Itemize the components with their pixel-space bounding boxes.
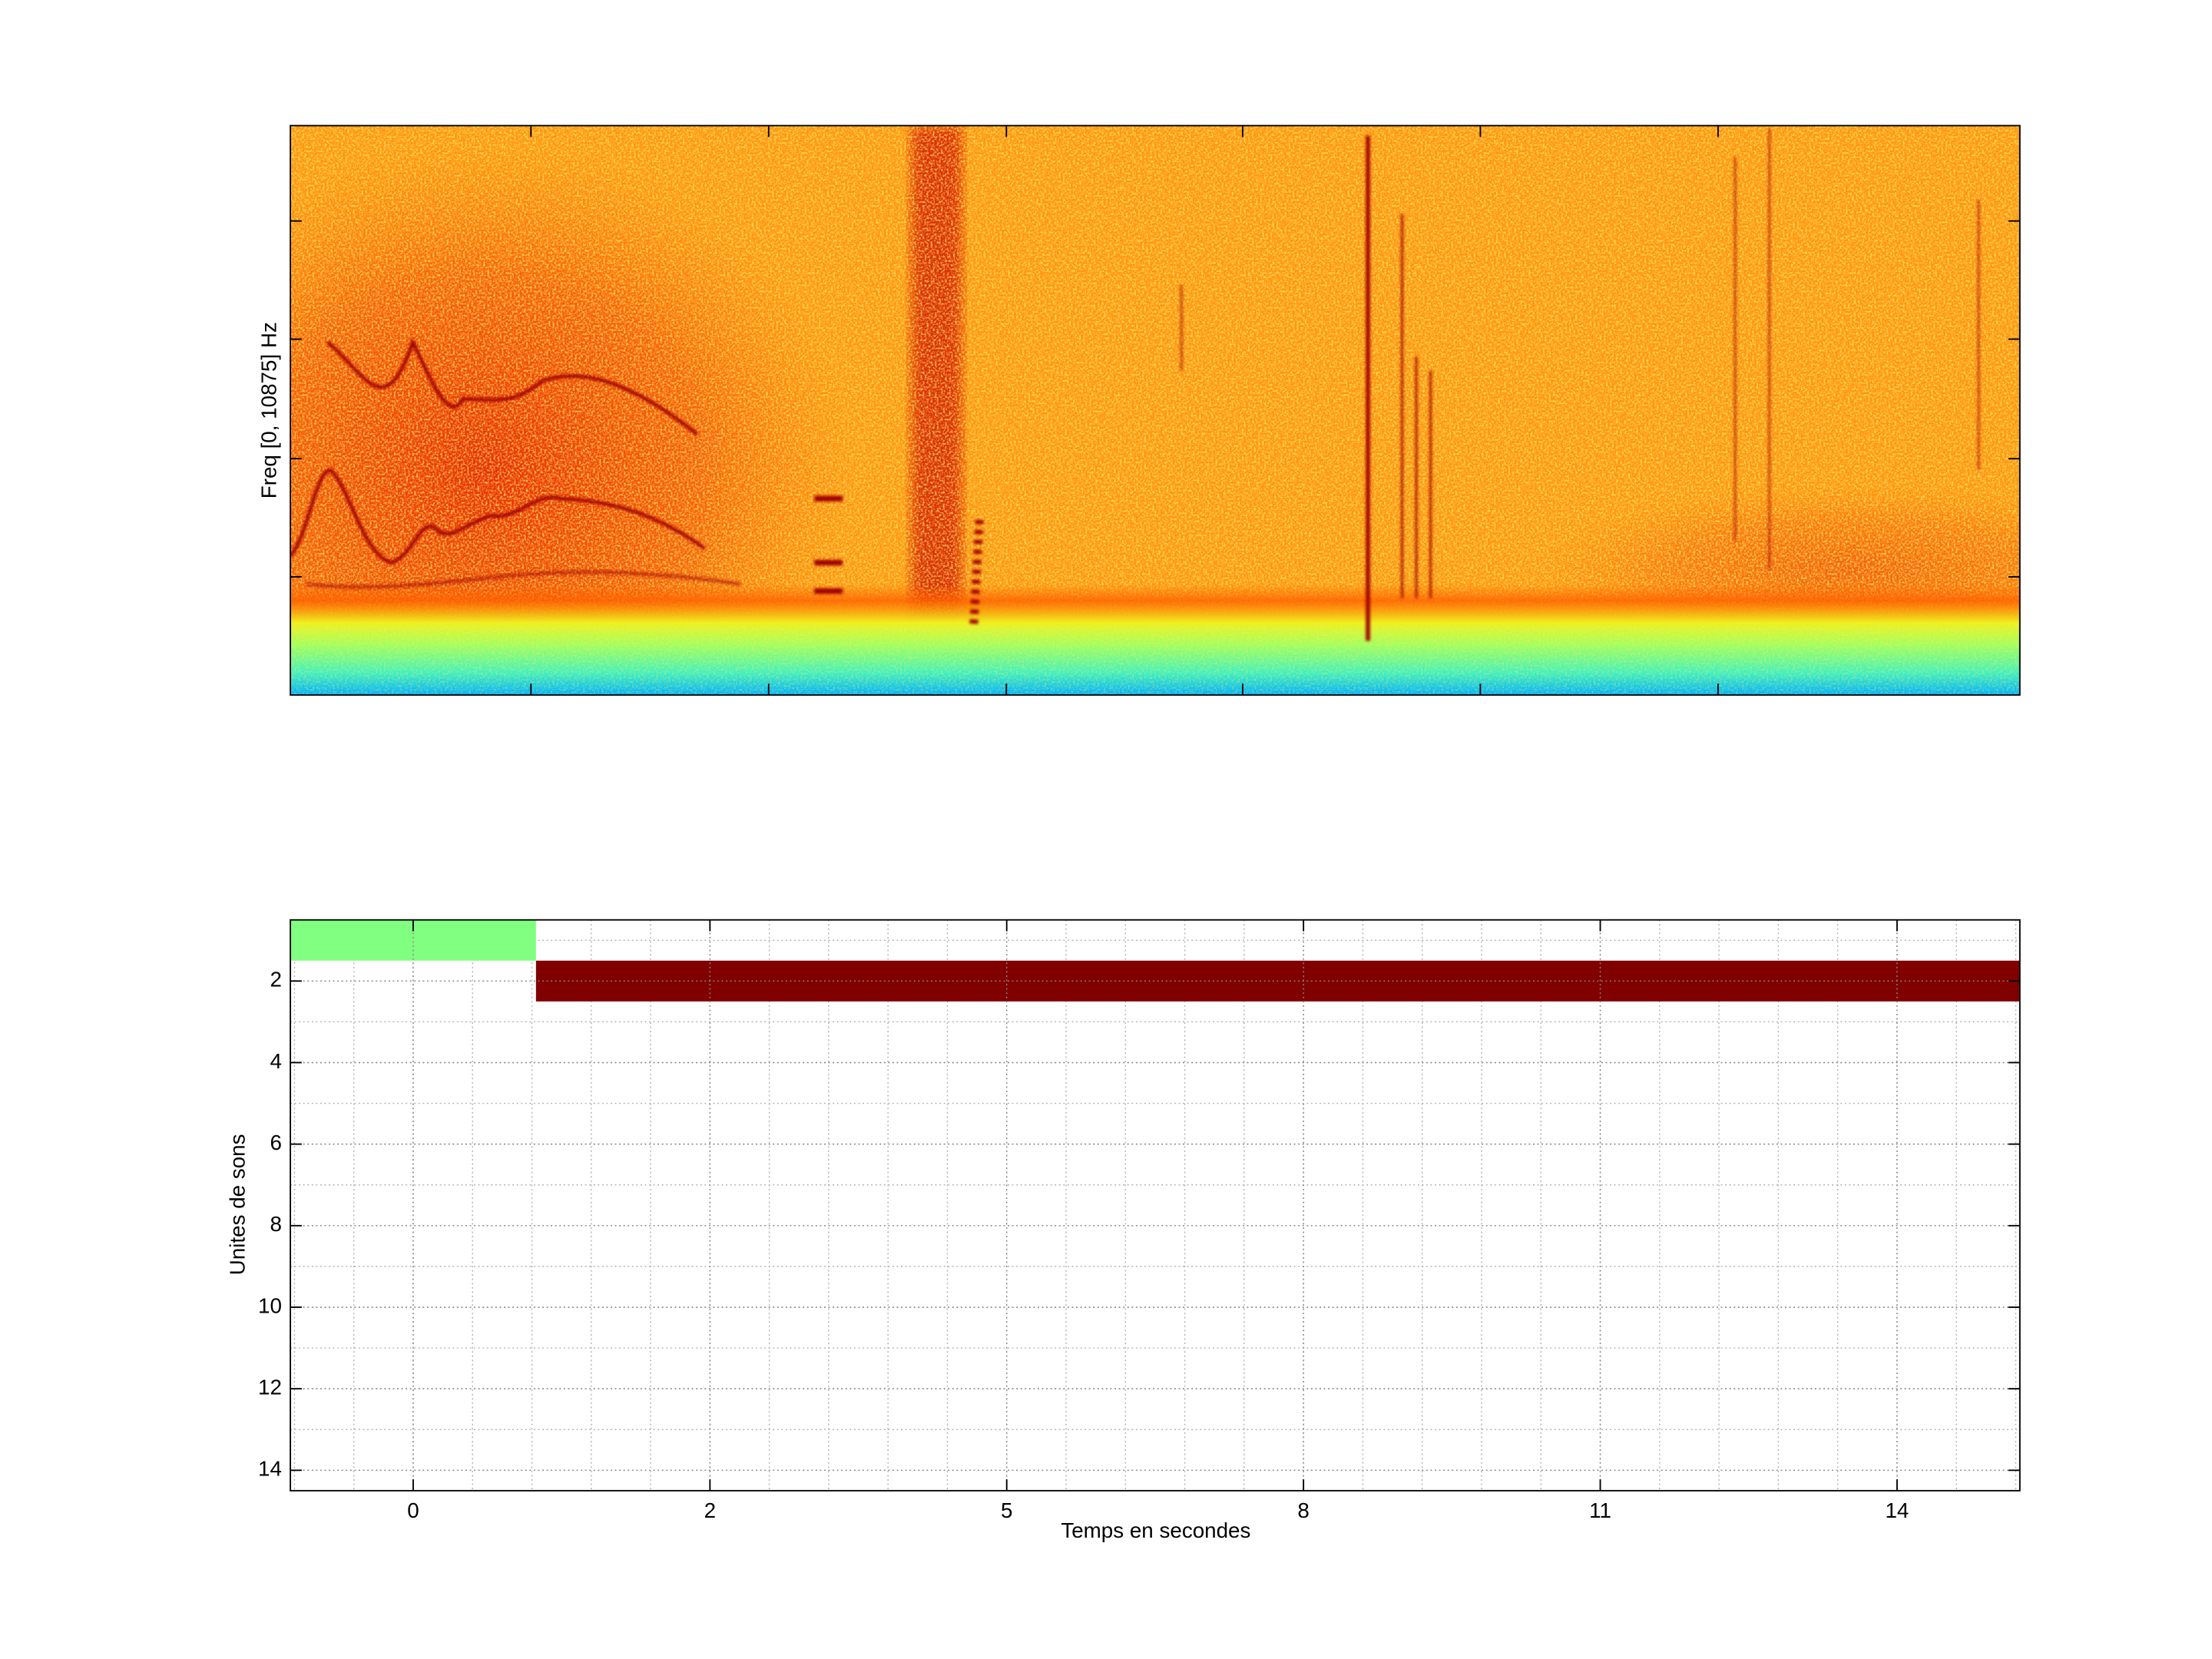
y-axis-label: Unites de sons bbox=[226, 1134, 250, 1275]
spectrogram-axes bbox=[290, 124, 2021, 696]
x-axis-label: Temps en secondes bbox=[1061, 1518, 1250, 1542]
y-tick-label: 14 bbox=[258, 1457, 282, 1481]
y-tick-label: 12 bbox=[258, 1375, 282, 1399]
x-tick-label: 14 bbox=[1885, 1498, 1909, 1522]
x-tick-label: 11 bbox=[1589, 1498, 1611, 1522]
x-tick-label: 0 bbox=[407, 1498, 419, 1522]
y-tick-label: 8 bbox=[270, 1212, 281, 1236]
y-axis-label: Freq [0, 10875] Hz bbox=[257, 322, 280, 498]
plot-area bbox=[290, 919, 2020, 1491]
y-tick-label: 2 bbox=[270, 968, 281, 992]
y-tick-label: 6 bbox=[270, 1131, 281, 1154]
axes-frame bbox=[290, 919, 2021, 1492]
y-tick-label: 10 bbox=[258, 1293, 282, 1317]
x-tick-label: 5 bbox=[1001, 1498, 1012, 1522]
x-tick-label: 2 bbox=[704, 1498, 716, 1522]
spectrogram-image bbox=[290, 125, 2020, 695]
x-tick-label: 8 bbox=[1297, 1498, 1309, 1522]
segment-chart: 0 2 5 8 11 14 2 4 6 8 10 12 14 bbox=[258, 919, 2021, 1522]
y-tick-label: 4 bbox=[270, 1049, 281, 1073]
